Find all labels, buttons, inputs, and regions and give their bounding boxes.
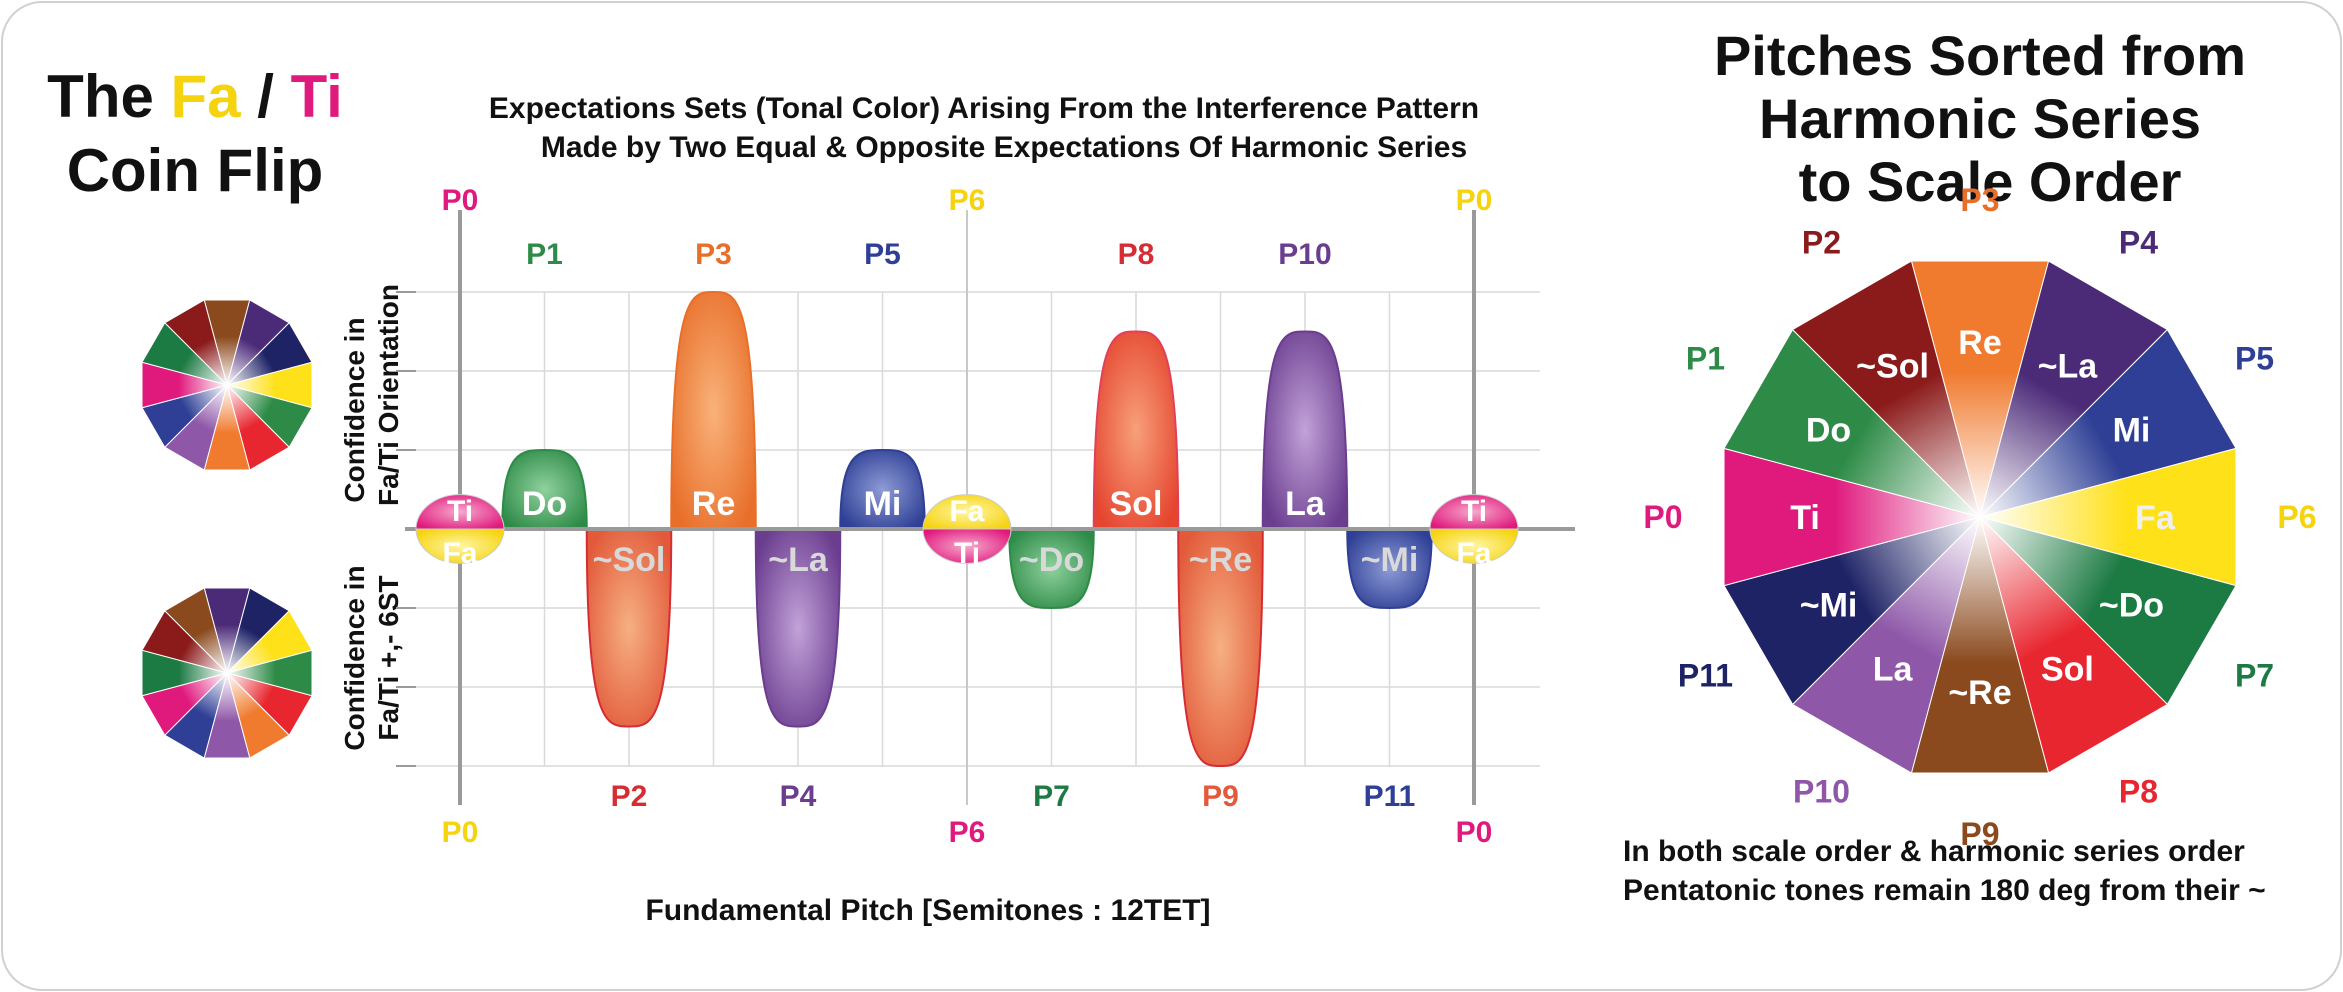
coin-bottom-label: Fa [442, 537, 477, 570]
top-pitch-label: P5 [864, 238, 901, 271]
wheel-syllable: Mi [2113, 412, 2151, 450]
wheel-pitch-label: P10 [1793, 774, 1850, 810]
main-title-line2: Coin Flip [67, 137, 324, 204]
lobe-p8 [1092, 330, 1180, 530]
bottom-pitch-label: P0 [442, 816, 479, 849]
wheel-syllable: ~La [2038, 348, 2099, 386]
lobe-label: ~Do [1019, 541, 1084, 579]
wheel-syllable: ~Re [1948, 674, 2011, 712]
coin-bottom-label: Fa [1456, 537, 1491, 570]
lobe-label: ~Re [1189, 541, 1252, 579]
wheel-segment [163, 587, 228, 675]
lobe-p4 [754, 528, 842, 728]
wheel-pitch-label: P4 [2119, 224, 2158, 260]
lobe-label: Do [522, 485, 567, 523]
wheel-syllable: Re [1958, 324, 2001, 362]
top-pitch-label: P10 [1278, 238, 1331, 271]
small-wheel-bottom [141, 587, 313, 759]
top-pitch-label: P3 [695, 238, 732, 271]
top-pitch-label: P0 [1456, 184, 1493, 217]
lobe-label: La [1285, 485, 1326, 523]
wheel-pitch-label: P3 [1960, 182, 1999, 218]
ylabel-top-line1: Confidence in [339, 317, 370, 502]
lobe-p5 [839, 448, 926, 530]
lobe-label: Mi [864, 485, 902, 523]
lobe-p11 [1346, 528, 1433, 610]
right-title-line2: Harmonic Series [1759, 87, 2201, 150]
wheel-syllable: ~Do [2099, 586, 2164, 624]
bottom-pitch-label: P9 [1202, 780, 1239, 813]
wheel-pitch-label: P0 [1643, 499, 1682, 535]
wheel-pitch-label: P9 [1960, 816, 1999, 852]
ylabel-bottom-line2: Fa/Ti +,- 6ST [373, 575, 404, 740]
wheel-segment [1791, 260, 1981, 519]
lobe-p7 [1008, 528, 1095, 610]
lobe-p9 [1177, 528, 1264, 768]
wheel-pitch-label: P8 [2119, 774, 2158, 810]
lobe-label: ~Mi [1361, 541, 1419, 579]
bottom-pitch-label: P6 [949, 816, 986, 849]
lobe-p3 [670, 290, 757, 530]
lobe-label: Sol [1110, 485, 1163, 523]
bottom-pitch-label: P2 [611, 780, 648, 813]
coin-top-label: Ti [1461, 495, 1487, 528]
lobe-p2 [585, 528, 673, 728]
lobe-p1 [501, 448, 588, 530]
lobe-label: ~La [768, 541, 829, 579]
coin-bottom [1429, 528, 1519, 564]
lobe-label: Re [692, 485, 735, 523]
coin-top-label: Fa [949, 495, 984, 528]
right-title-line3: to Scale Order [1799, 150, 2182, 213]
wheel-segment [163, 299, 228, 387]
small-wheel-top [141, 299, 313, 471]
wheel-syllable: Ti [1790, 499, 1820, 537]
top-pitch-label: P0 [442, 184, 479, 217]
wheel-syllable: Sol [2041, 650, 2094, 688]
right-title-line1: Pitches Sorted from [1714, 24, 2246, 87]
wheel-syllable: Do [1806, 412, 1851, 450]
coin-bottom-label: Ti [954, 537, 980, 570]
wheel-pitch-label: P7 [2235, 658, 2274, 694]
wheel-syllable: ~Sol [1856, 348, 1929, 386]
wheel-pitch-label: P2 [1802, 224, 1841, 260]
lobe-p10 [1261, 330, 1349, 530]
top-pitch-label: P8 [1118, 238, 1155, 271]
ylabel-top-line2: Fa/Ti Orientation [373, 284, 404, 506]
ylabel-bottom-line1: Confidence in [339, 565, 370, 750]
coin-top [415, 494, 505, 530]
chart-title-line1: Expectations Sets (Tonal Color) Arising … [489, 92, 1479, 125]
coin-bottom [922, 528, 1012, 564]
wheel-syllable: La [1873, 650, 1914, 688]
x-axis-label: Fundamental Pitch [Semitones : 12TET] [645, 894, 1210, 927]
bottom-pitch-label: P4 [780, 780, 817, 813]
bottom-pitch-label: P11 [1364, 780, 1416, 813]
wheel-syllable: Fa [2135, 499, 2176, 537]
bottom-pitch-label: P7 [1033, 780, 1070, 813]
coin-top [1429, 494, 1519, 530]
coin-bottom [415, 528, 505, 564]
chart-title-line2: Made by Two Equal & Opposite Expectation… [541, 131, 1467, 164]
bottom-pitch-label: P0 [1456, 816, 1493, 849]
wheel-pitch-label: P11 [1678, 658, 1733, 694]
top-pitch-label: P6 [949, 184, 986, 217]
wheel-syllable: ~Mi [1800, 586, 1858, 624]
interference-chart: Do ~Sol Re ~La Mi ~Do Sol ~Re La ~Mi Ti Fa Fa Ti Ti Fa P… [396, 184, 1575, 849]
coin-top-label: Ti [447, 495, 473, 528]
footer-line1: In both scale order & harmonic series or… [1623, 835, 2245, 868]
wheel-pitch-label: P5 [2235, 341, 2274, 377]
wheel-pitch-label: P6 [2277, 499, 2316, 535]
scale-order-wheel: Re P3 ~La P4 Mi P5 Fa P6 ~Do P7 Sol P8 ~Re P9 La P10 ~Mi… [1643, 182, 2316, 852]
main-title-line1: The Fa / Ti [47, 63, 343, 130]
top-pitch-label: P1 [526, 238, 563, 271]
lobe-label: ~Sol [593, 541, 666, 579]
footer-line2: Pentatonic tones remain 180 deg from the… [1623, 874, 2266, 907]
coin-top [922, 494, 1012, 530]
wheel-pitch-label: P1 [1686, 341, 1725, 377]
